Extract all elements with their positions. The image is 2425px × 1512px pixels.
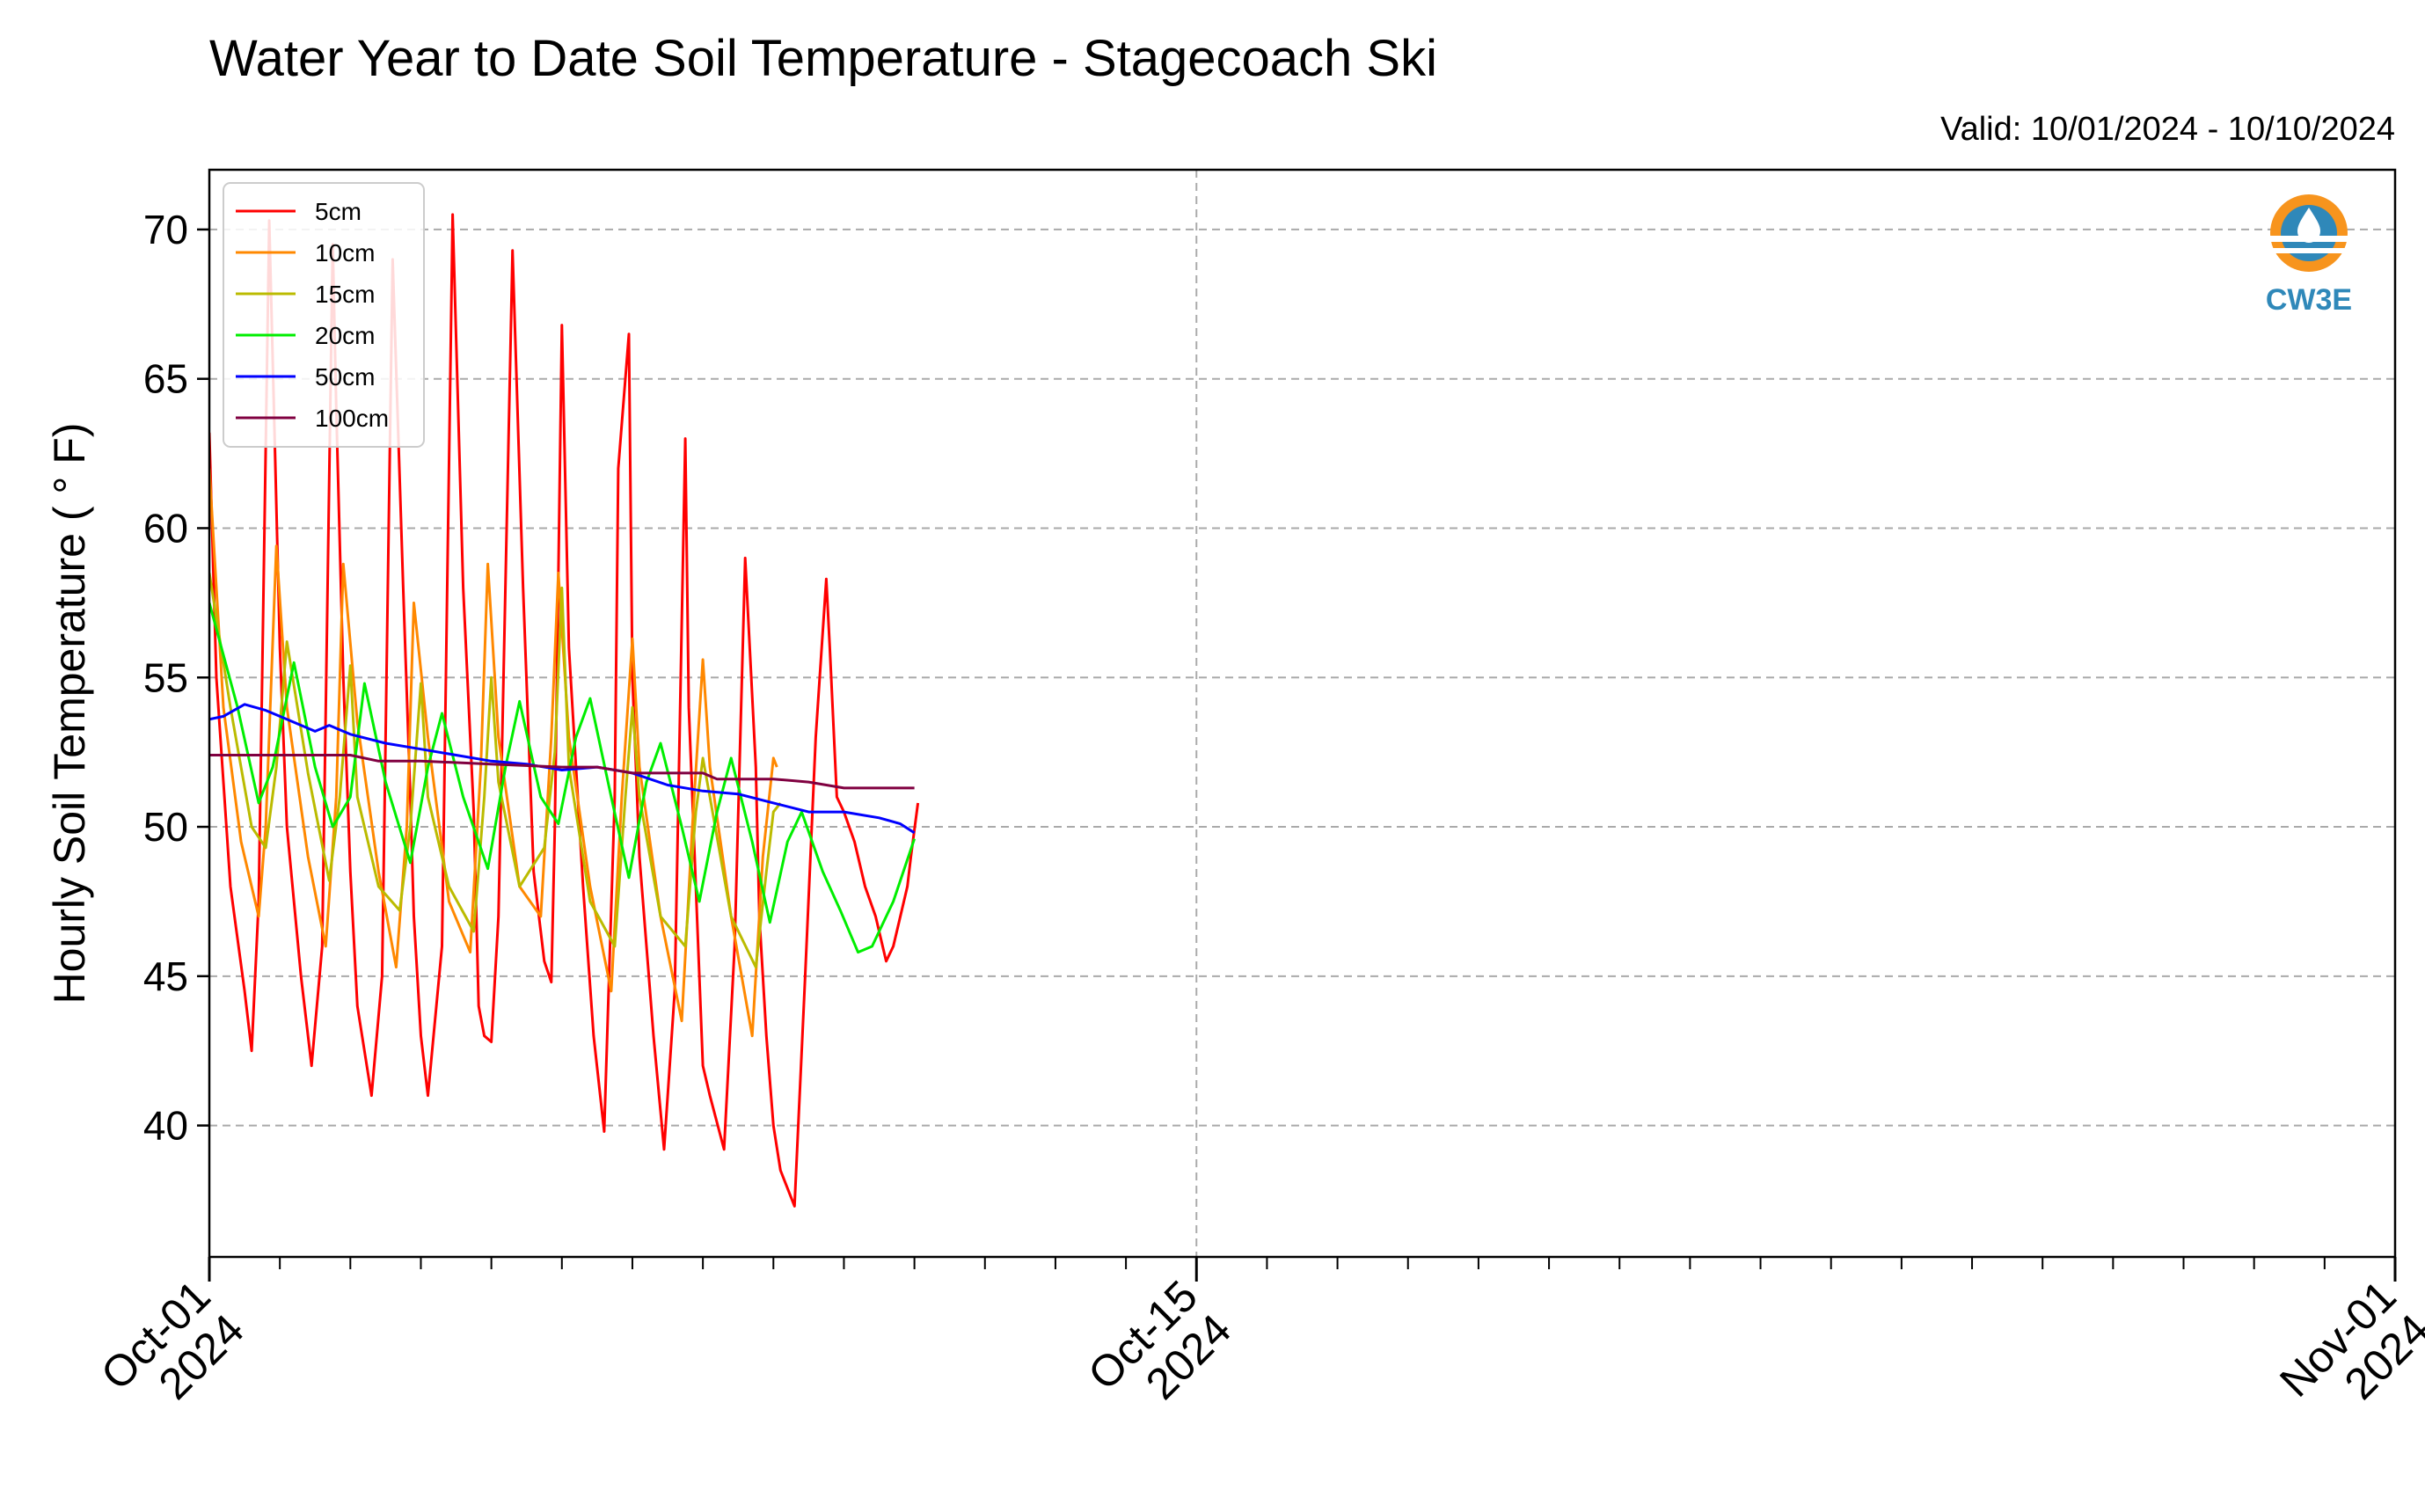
y-axis-label: Hourly Soil Temperature ( ° F): [45, 423, 94, 1004]
legend-label-15cm: 15cm: [315, 281, 375, 308]
x-axis: Oct-012024 Oct-152024 Nov-012024: [91, 1257, 2425, 1440]
data-series: [209, 213, 920, 1208]
series-line-50cm: [209, 703, 916, 835]
chart-title: Water Year to Date Soil Temperature - St…: [209, 30, 1437, 87]
y-tick-label: 65: [143, 356, 188, 402]
legend-label-5cm: 5cm: [315, 198, 362, 225]
y-axis: 40 45 50 55 60 65 70: [143, 207, 209, 1149]
y-tick-label: 55: [143, 654, 188, 700]
cw3e-logo: CW3E: [2266, 194, 2352, 317]
grid-lines: [209, 170, 2395, 1257]
legend-label-20cm: 20cm: [315, 322, 375, 349]
y-tick-label: 45: [143, 953, 188, 999]
y-tick-label: 70: [143, 207, 188, 252]
legend-label-50cm: 50cm: [315, 363, 375, 391]
water-drop-icon: [2297, 208, 2320, 243]
logo-wave-band-2: [2269, 248, 2348, 253]
legend-box: [223, 182, 425, 448]
series-line-10cm: [209, 468, 778, 1038]
legend-label-100cm: 100cm: [315, 405, 389, 432]
y-tick-label: 60: [143, 505, 188, 551]
legend-label-10cm: 10cm: [315, 239, 375, 267]
valid-date-range: Valid: 10/01/2024 - 10/10/2024: [1940, 111, 2395, 148]
series-line-100cm: [209, 754, 915, 790]
x-tick-label: Oct-152024: [1078, 1271, 1240, 1433]
x-tick-label: Nov-012024: [2270, 1271, 2425, 1440]
x-tick-label: Oct-012024: [91, 1271, 253, 1433]
y-tick-label: 50: [143, 804, 188, 850]
plot-area: [208, 168, 2397, 1259]
legend: 5cm 10cm 15cm 20cm 50cm 100cm: [223, 182, 425, 448]
series-line-20cm: [209, 603, 917, 954]
logo-text: CW3E: [2266, 283, 2352, 317]
series-line-15cm: [209, 573, 782, 969]
y-tick-label: 40: [143, 1103, 188, 1149]
